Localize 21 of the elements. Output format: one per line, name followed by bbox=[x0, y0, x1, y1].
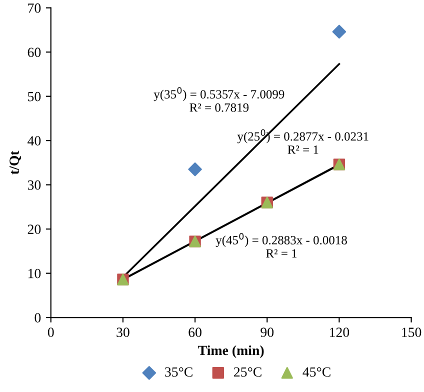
x-tick-label: 120 bbox=[330, 328, 350, 338]
y-tick-label: 50 bbox=[28, 92, 41, 102]
x-tick-label: 150 bbox=[402, 328, 422, 338]
y-axis-title: t/Qt bbox=[10, 150, 22, 174]
x-axis-title: Time (min) bbox=[198, 345, 264, 358]
y-tick-label: 20 bbox=[28, 224, 41, 234]
y-tick-label: 60 bbox=[28, 48, 41, 58]
annotation: y(45$^{0}$) = 0.2883x - 0.0018 R² = 1 bbox=[216, 233, 347, 258]
legend-label: 25°C bbox=[234, 367, 262, 377]
y-tick-label: 10 bbox=[28, 268, 41, 278]
x-tick-label: 60 bbox=[188, 328, 202, 338]
legend-label: 35°C bbox=[165, 367, 192, 377]
y-tick-label: 40 bbox=[28, 136, 41, 146]
y-tick-label: 0 bbox=[34, 313, 41, 322]
x-tick-label: 90 bbox=[260, 328, 274, 338]
y-tick-label: 30 bbox=[28, 180, 41, 190]
x-tick-label: 0 bbox=[48, 328, 54, 338]
annotation: y(35$^{0}$) = 0.5357x - 7.0099 R² = 0.7819 bbox=[154, 87, 284, 112]
x-tick-label: 30 bbox=[116, 328, 130, 338]
legend-label: 45°C bbox=[302, 367, 330, 377]
y-tick-label: 70 bbox=[28, 3, 41, 13]
